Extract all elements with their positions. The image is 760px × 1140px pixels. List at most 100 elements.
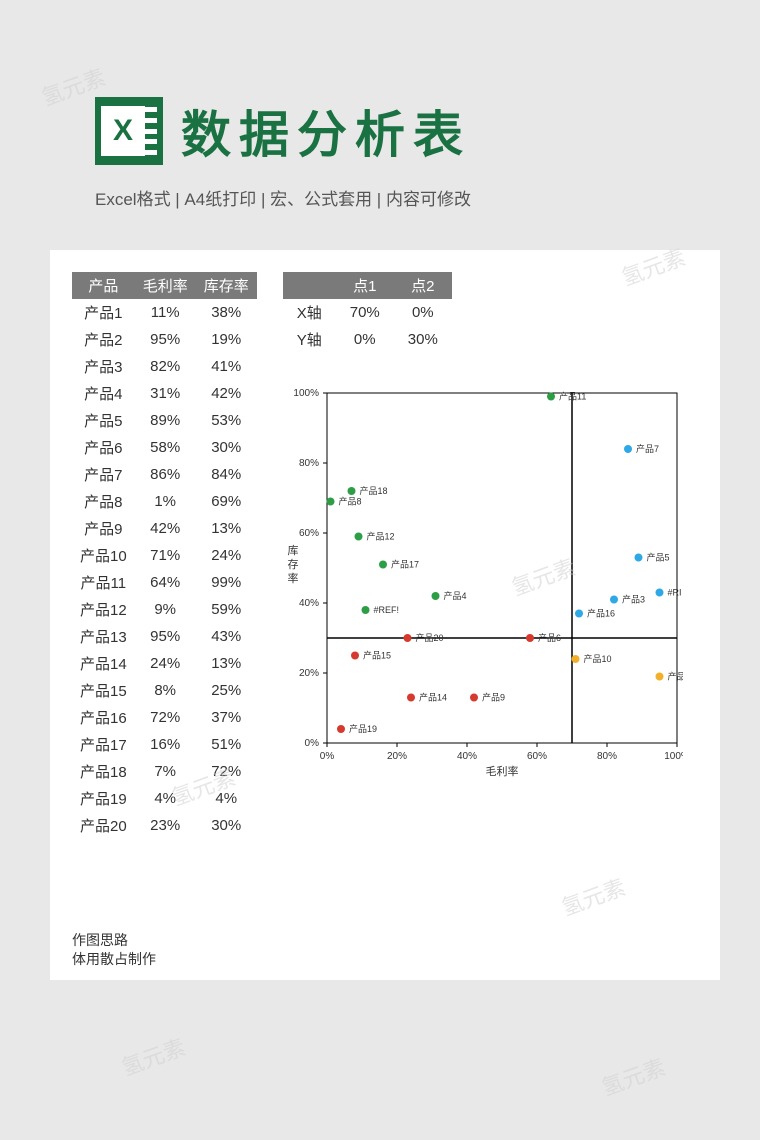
table-row: Y轴0%30% [283,326,452,353]
svg-text:产品15: 产品15 [363,650,391,661]
svg-text:80%: 80% [597,751,617,762]
svg-text:产品9: 产品9 [482,692,505,703]
table-row: X轴70%0% [283,299,452,326]
table-cell: 7% [135,758,196,785]
table-row: 产品129%59% [72,596,257,623]
table-cell: 53% [196,407,257,434]
table-header: 点1 [336,272,394,299]
svg-text:60%: 60% [527,751,547,762]
svg-text:20%: 20% [387,751,407,762]
table-cell: 42% [135,515,196,542]
table-cell: 11% [135,299,196,326]
svg-text:100%: 100% [293,388,319,399]
table-cell: 产品20 [72,812,135,839]
svg-text:100%: 100% [664,751,683,762]
table-cell: 30% [196,812,257,839]
table-cell: X轴 [283,299,336,326]
table-cell: 24% [135,650,196,677]
table-cell: 30% [394,326,452,353]
svg-text:产品: 产品 [667,671,683,682]
table-cell: 0% [394,299,452,326]
table-row: 产品1395%43% [72,623,257,650]
svg-text:产品12: 产品12 [366,531,394,542]
table-row: 产品942%13% [72,515,257,542]
table-cell: 13% [196,515,257,542]
table-cell: 38% [196,299,257,326]
table-cell: 9% [135,596,196,623]
svg-text:产品11: 产品11 [559,391,586,402]
svg-text:产品20: 产品20 [415,632,443,643]
page-subtitle: Excel格式 | A4纸打印 | 宏、公式套用 | 内容可修改 [0,177,760,210]
table-cell: 37% [196,704,257,731]
footer-note: 作图思路 体用散占制作 [72,931,156,970]
table-cell: 42% [196,380,257,407]
table-row: 产品431%42% [72,380,257,407]
svg-text:产品19: 产品19 [349,723,377,734]
table-row: 产品1164%99% [72,569,257,596]
table-cell: 产品6 [72,434,135,461]
table-cell: 产品10 [72,542,135,569]
svg-text:产品3: 产品3 [622,594,645,605]
svg-text:率: 率 [287,571,298,585]
page-header: X 数据分析表 [0,0,760,177]
watermark: 氢元素 [117,1030,190,1083]
svg-text:产品7: 产品7 [636,443,659,454]
svg-text:40%: 40% [457,751,477,762]
table-cell: 产品11 [72,569,135,596]
svg-text:20%: 20% [299,668,319,679]
table-header: 点2 [394,272,452,299]
table-cell: 13% [196,650,257,677]
table-cell: 84% [196,461,257,488]
page-title: 数据分析表 [181,95,471,167]
table-cell: 23% [135,812,196,839]
table-cell: 82% [135,353,196,380]
table-cell: 8% [135,677,196,704]
table-cell: 89% [135,407,196,434]
table-cell: 产品15 [72,677,135,704]
table-cell: 64% [135,569,196,596]
table-cell: 24% [196,542,257,569]
table-cell: 产品7 [72,461,135,488]
table-cell: 59% [196,596,257,623]
svg-text:产品14: 产品14 [419,692,447,703]
svg-text:#REF!: #REF! [373,605,399,615]
document-preview: 产品毛利率库存率 产品111%38%产品295%19%产品382%41%产品43… [50,250,720,980]
svg-text:产品5: 产品5 [646,552,669,563]
axis-table: 点1点2 X轴70%0%Y轴0%30% [283,272,452,353]
table-cell: 产品18 [72,758,135,785]
table-cell: 4% [196,785,257,812]
table-cell: 产品4 [72,380,135,407]
table-header [283,272,336,299]
table-row: 产品158%25% [72,677,257,704]
svg-text:存: 存 [287,557,298,571]
table-cell: 产品14 [72,650,135,677]
svg-text:40%: 40% [299,598,319,609]
table-cell: 产品17 [72,731,135,758]
table-cell: 产品19 [72,785,135,812]
table-row: 产品187%72% [72,758,257,785]
svg-text:0%: 0% [319,751,334,762]
scatter-chart: 0%20%40%60%80%100%0%20%40%60%80%100%毛利率库… [283,383,683,788]
table-cell: 95% [135,623,196,650]
table-cell: 70% [336,299,394,326]
table-cell: 4% [135,785,196,812]
table-row: 产品194%4% [72,785,257,812]
table-cell: 16% [135,731,196,758]
table-cell: 95% [135,326,196,353]
table-row: 产品382%41% [72,353,257,380]
table-cell: 产品1 [72,299,135,326]
table-cell: 99% [196,569,257,596]
table-cell: 72% [196,758,257,785]
main-data-table: 产品毛利率库存率 产品111%38%产品295%19%产品382%41%产品43… [72,272,257,839]
svg-text:#RI: #RI [667,588,681,598]
table-header: 毛利率 [135,272,196,299]
table-cell: 58% [135,434,196,461]
table-row: 产品1071%24% [72,542,257,569]
svg-text:毛利率: 毛利率 [485,764,518,778]
table-cell: Y轴 [283,326,336,353]
svg-text:库: 库 [287,544,298,557]
svg-text:0%: 0% [304,738,319,749]
table-header: 库存率 [196,272,257,299]
table-cell: 产品12 [72,596,135,623]
svg-text:产品8: 产品8 [338,496,361,507]
